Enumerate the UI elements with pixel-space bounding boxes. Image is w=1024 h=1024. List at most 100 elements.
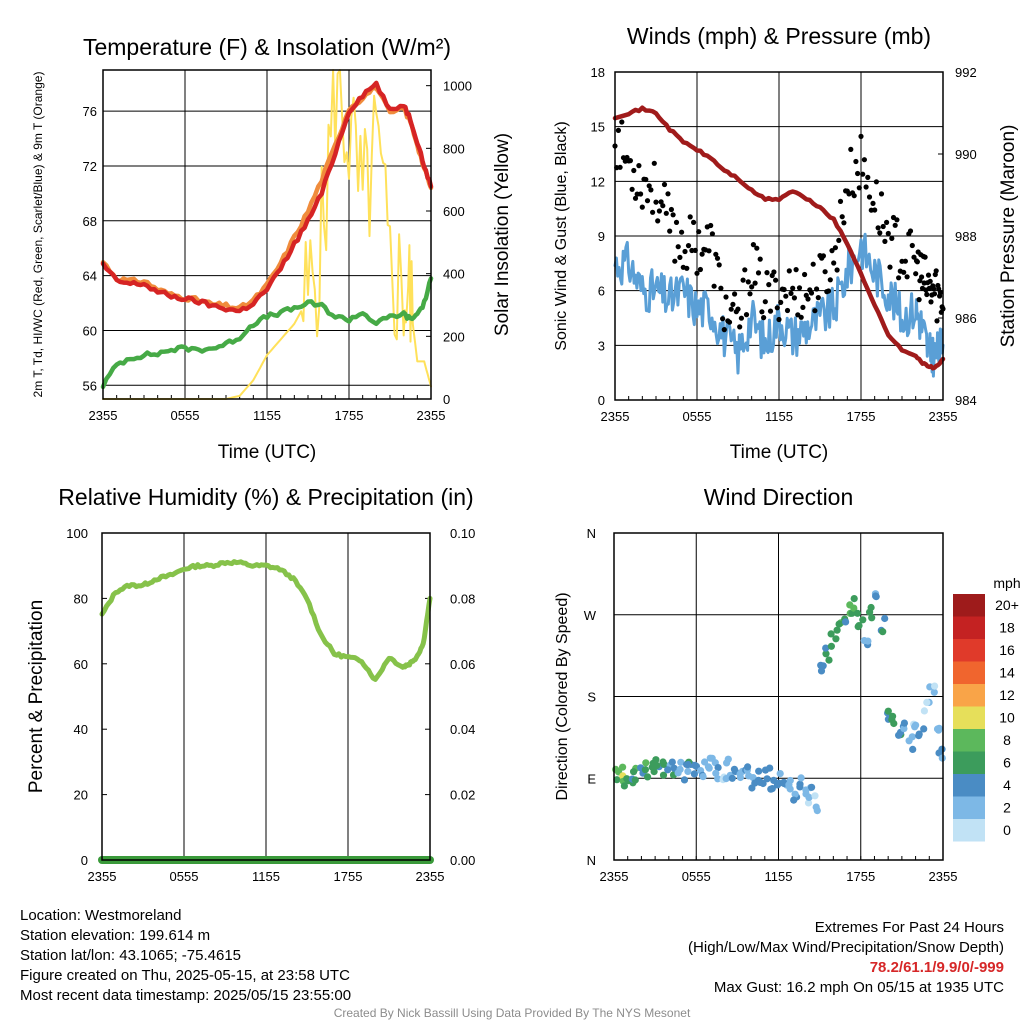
legend-swatch (953, 616, 985, 639)
direction-point (786, 785, 794, 793)
gust-point (694, 270, 700, 276)
y-tick-label: 9 (598, 229, 605, 244)
y2-tick-label: 992 (955, 65, 977, 80)
gust-point (742, 267, 748, 273)
gust-point (757, 256, 763, 262)
direction-point (684, 760, 692, 769)
gust-point (648, 187, 654, 193)
gust-point (755, 270, 762, 276)
legend-swatch (953, 684, 985, 707)
x-tick-label: 2355 (89, 408, 118, 423)
rh-series-line (99, 559, 433, 682)
gust-point (873, 179, 880, 185)
y-tick-label: 3 (598, 338, 605, 353)
gust-point (679, 229, 685, 235)
y2-tick-label: 986 (955, 311, 977, 326)
direction-point (805, 793, 813, 802)
gust-point (706, 248, 712, 254)
gust-point (617, 164, 623, 170)
gust-point (805, 296, 811, 302)
plot-frame (614, 71, 944, 401)
direction-point (736, 773, 745, 782)
legend-label: 4 (1003, 777, 1011, 793)
direction-point (641, 766, 650, 774)
gust-point (892, 222, 898, 228)
x-tick-label: 1755 (846, 869, 875, 884)
direction-point (763, 775, 771, 783)
direction-point (833, 626, 841, 634)
direction-point (938, 745, 946, 753)
y-tick-label: 15 (591, 120, 605, 135)
direction-point (612, 765, 620, 774)
gust-point (815, 295, 821, 301)
legend-title: mph (993, 575, 1020, 591)
direction-point (674, 769, 682, 777)
y2-axis-label: Station Pressure (Maroon) (998, 125, 1019, 348)
gust-point (841, 220, 847, 226)
gust-point (668, 206, 675, 213)
direction-point (900, 719, 909, 727)
gust-point (814, 286, 820, 292)
direction-point (744, 763, 752, 771)
x-tick-label: 2355 (417, 408, 446, 423)
extremes-subtitle: (High/Low/Max Wind/Precipitation/Snow De… (688, 939, 1004, 956)
direction-point (825, 656, 833, 664)
direction-point (691, 761, 699, 770)
direction-point (790, 796, 798, 804)
gust-point (697, 266, 704, 273)
gust-point (714, 255, 721, 261)
chart-title: Winds (mph) & Pressure (mb) (627, 23, 931, 49)
x-axis-label: Time (UTC) (218, 442, 317, 463)
direction-point (701, 758, 709, 766)
direction-point (811, 792, 819, 800)
gust-point (798, 314, 804, 320)
direction-point (835, 620, 843, 628)
direction-point (620, 782, 629, 790)
direction-point (714, 775, 722, 783)
gust-point (802, 271, 808, 278)
legend-swatch (953, 639, 985, 662)
plot-frame (613, 532, 944, 861)
gust-point (820, 253, 827, 259)
gust-point (885, 230, 891, 237)
gust-point (778, 299, 784, 305)
y-tick-label: 72 (83, 159, 97, 174)
legend-swatch (953, 774, 985, 797)
direction-point (859, 616, 867, 624)
direction-point (768, 785, 776, 793)
direction-point (915, 730, 923, 738)
recent-timestamp-text: Most recent data timestamp: 2025/05/15 2… (20, 987, 352, 1004)
latlon-text: Station lat/lon: 43.1065; -75.4615 (20, 947, 242, 964)
x-tick-label: 0555 (683, 409, 712, 424)
gust-point (937, 289, 944, 296)
gust-point (800, 304, 806, 310)
direction-point (853, 609, 862, 617)
gust-point (863, 184, 869, 190)
direction-point (832, 635, 840, 643)
gust-point (636, 163, 642, 169)
direction-point (920, 707, 929, 715)
legend-swatch (953, 796, 985, 819)
gust-point (796, 285, 803, 291)
temp-series-line (100, 80, 434, 314)
direction-point (668, 758, 676, 766)
direction-point (759, 779, 767, 788)
gust-point (661, 181, 668, 188)
gust-point (829, 248, 835, 254)
direction-point (791, 790, 799, 798)
direction-point (699, 773, 707, 781)
gust-point (902, 258, 909, 264)
direction-point (908, 733, 916, 741)
wdir-panel: 2355 0555 1155 1755 2355 N E S W N Wind Direction D… (554, 484, 1021, 884)
y-tick-label: N (587, 526, 596, 541)
gust-point (745, 279, 751, 285)
direction-point (659, 758, 667, 766)
gust-point (858, 133, 864, 139)
direction-point (708, 754, 716, 762)
gust-point (720, 316, 726, 322)
gust-point (684, 265, 690, 271)
gust-point (692, 247, 698, 253)
gust-point (716, 262, 722, 268)
gust-point (827, 277, 833, 283)
direction-point (864, 637, 872, 645)
